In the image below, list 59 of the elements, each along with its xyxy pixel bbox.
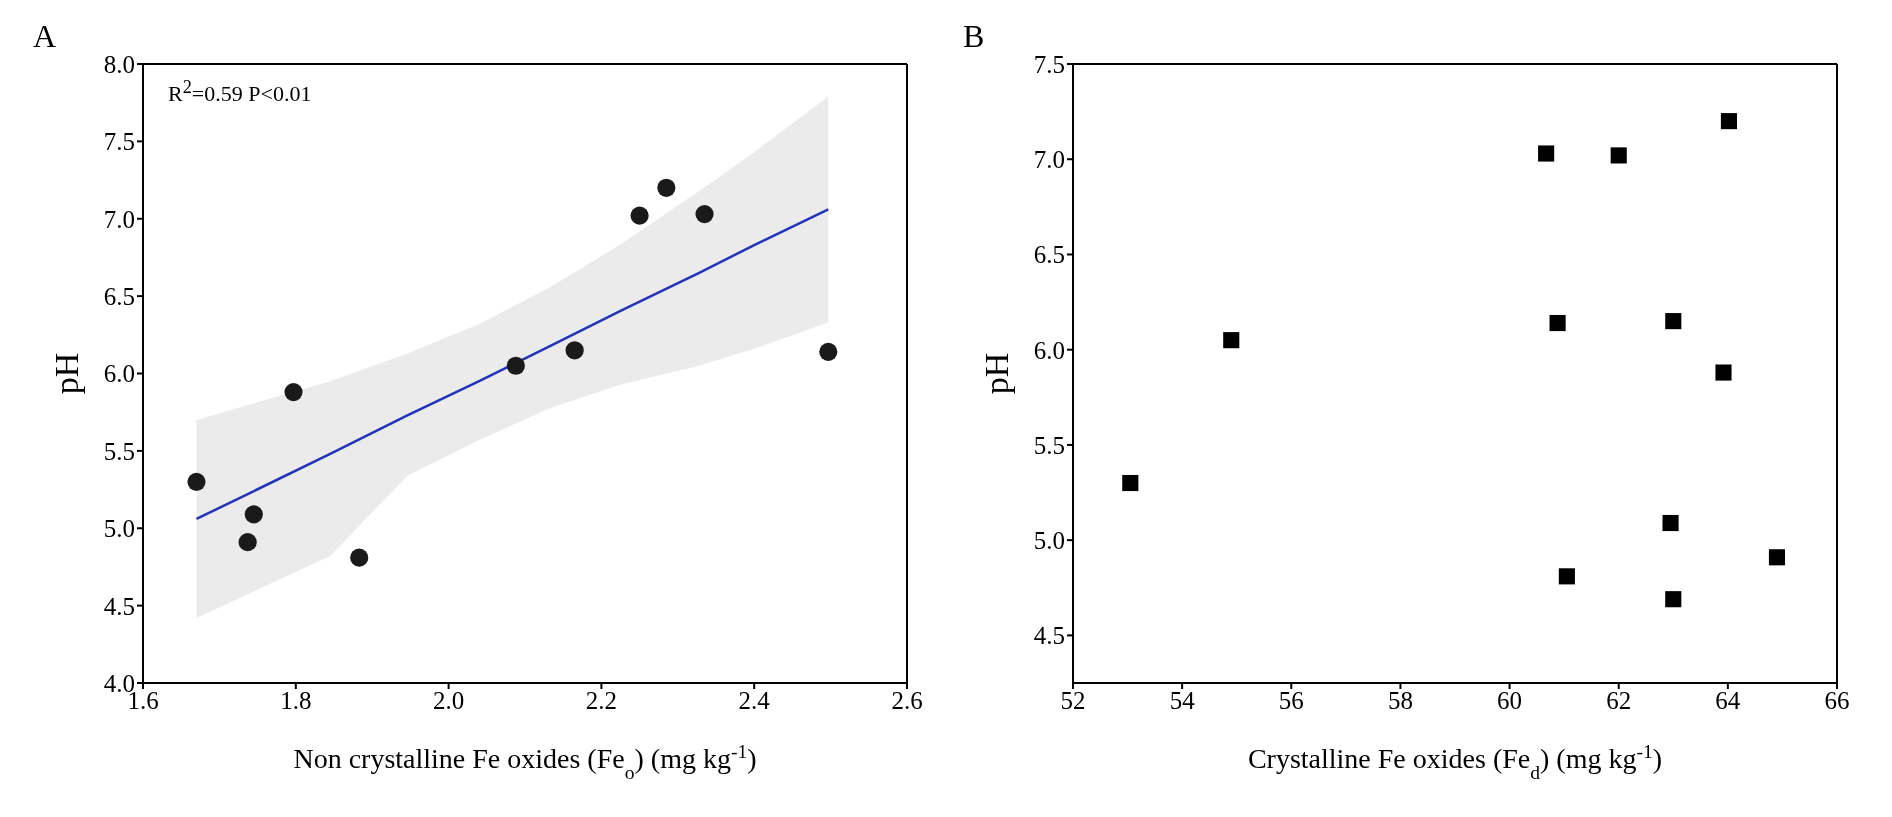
- point: [1720, 113, 1738, 130]
- x-tick-label: 2.2: [585, 686, 618, 714]
- x-tick-label: 52: [1060, 686, 1086, 714]
- x-tick-label: 66: [1824, 686, 1850, 714]
- y-tick-label: 5.0: [103, 515, 135, 543]
- point: [244, 505, 263, 524]
- point: [1715, 364, 1732, 381]
- point: [1223, 332, 1240, 349]
- x-tick-label: 2.6: [891, 686, 923, 714]
- point: [1549, 314, 1566, 332]
- x-tick-label: 2.4: [738, 686, 771, 714]
- y-tick-label: 7.0: [103, 205, 135, 233]
- point: [695, 205, 714, 224]
- chart-title: A: [33, 18, 57, 55]
- x-tick-label: 58: [1387, 686, 1413, 714]
- point: [1665, 591, 1682, 608]
- point: [284, 382, 303, 402]
- y-tick-label: 5.0: [1033, 527, 1065, 555]
- y-axis-title: pH: [977, 352, 1015, 395]
- x-axis-title: Non crystalline Fe oxides (Fe$_{o}$) (mg kg$^{-1}$): [293, 740, 757, 783]
- y-tick-label: 7.5: [1033, 50, 1065, 78]
- point: [1558, 568, 1575, 585]
- x-tick-label: 54: [1169, 686, 1196, 714]
- point: [1665, 313, 1682, 330]
- y-tick-label: 7.5: [103, 128, 135, 156]
- point: [1538, 145, 1555, 162]
- x-tick-label: 1.8: [280, 686, 312, 714]
- point: [565, 341, 584, 360]
- y-tick-label: 4.5: [103, 592, 135, 620]
- y-tick-label: 6.0: [103, 360, 135, 388]
- annotation: R$^{2}$=0.59 P<0.01: [168, 77, 312, 108]
- point: [187, 472, 206, 491]
- x-tick-label: 62: [1606, 686, 1632, 714]
- point: [350, 548, 369, 567]
- chart-title: B: [963, 18, 985, 55]
- y-axis-title: pH: [47, 352, 85, 395]
- y-tick-label: 6.5: [1033, 241, 1065, 269]
- y-tick-label: 8.0: [103, 50, 135, 78]
- point: [238, 533, 257, 552]
- point: [1768, 549, 1786, 566]
- y-tick-label: 4.5: [1033, 622, 1065, 650]
- line-series: [195, 208, 830, 521]
- y-tick-label: 6.5: [103, 283, 135, 310]
- point: [506, 356, 525, 375]
- point: [630, 206, 649, 225]
- y-tick-label: 5.5: [1033, 431, 1065, 459]
- x-axis-title: Crystalline Fe oxides (Fe$_{d}$) (mg kg$^{-1}$): [1247, 740, 1663, 783]
- y-tick-label: 6.0: [1033, 336, 1065, 364]
- x-tick-label: 64: [1715, 686, 1741, 714]
- y-tick-label: 7.0: [1033, 146, 1065, 174]
- point: [657, 178, 676, 197]
- point: [1610, 147, 1627, 164]
- x-tick-label: 56: [1278, 686, 1304, 714]
- x-tick-label: 60: [1497, 686, 1523, 714]
- point: [819, 342, 838, 361]
- point: [1662, 514, 1679, 532]
- x-tick-label: 2.0: [432, 686, 465, 714]
- point: [1122, 474, 1139, 492]
- y-tick-label: 5.5: [103, 437, 135, 465]
